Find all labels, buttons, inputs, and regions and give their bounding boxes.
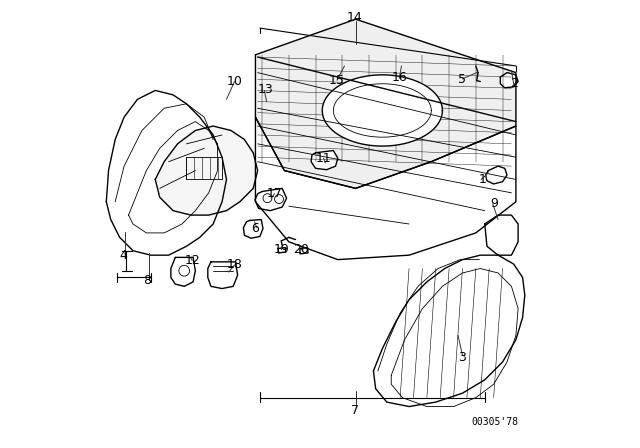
Polygon shape: [208, 262, 237, 289]
Polygon shape: [171, 258, 195, 286]
Text: 11: 11: [316, 151, 332, 164]
Polygon shape: [255, 117, 516, 260]
Text: 00305'78: 00305'78: [471, 417, 518, 427]
Polygon shape: [484, 215, 518, 255]
Text: 17: 17: [267, 187, 282, 200]
Polygon shape: [255, 188, 287, 211]
Text: 10: 10: [227, 75, 243, 88]
Text: 9: 9: [491, 198, 499, 211]
Text: 1: 1: [479, 173, 486, 186]
Polygon shape: [106, 90, 227, 255]
Text: 20: 20: [293, 243, 309, 256]
Text: 15: 15: [329, 73, 345, 87]
Text: 14: 14: [347, 11, 363, 24]
Text: 19: 19: [273, 243, 289, 256]
Text: 13: 13: [258, 82, 273, 95]
Text: 2: 2: [509, 77, 518, 90]
Polygon shape: [323, 75, 442, 146]
Text: 12: 12: [184, 254, 200, 267]
Text: 5: 5: [458, 73, 467, 86]
Text: 7: 7: [351, 404, 359, 417]
Text: 16: 16: [392, 72, 407, 85]
Text: 4: 4: [119, 249, 127, 262]
Polygon shape: [255, 19, 516, 188]
Polygon shape: [486, 166, 507, 184]
Text: 18: 18: [227, 258, 243, 271]
Polygon shape: [500, 73, 518, 88]
Text: 6: 6: [252, 222, 259, 235]
Polygon shape: [243, 220, 263, 238]
Text: 3: 3: [458, 351, 467, 364]
Polygon shape: [373, 255, 525, 406]
Text: 8: 8: [143, 275, 151, 288]
Polygon shape: [311, 151, 338, 170]
Polygon shape: [156, 126, 258, 215]
